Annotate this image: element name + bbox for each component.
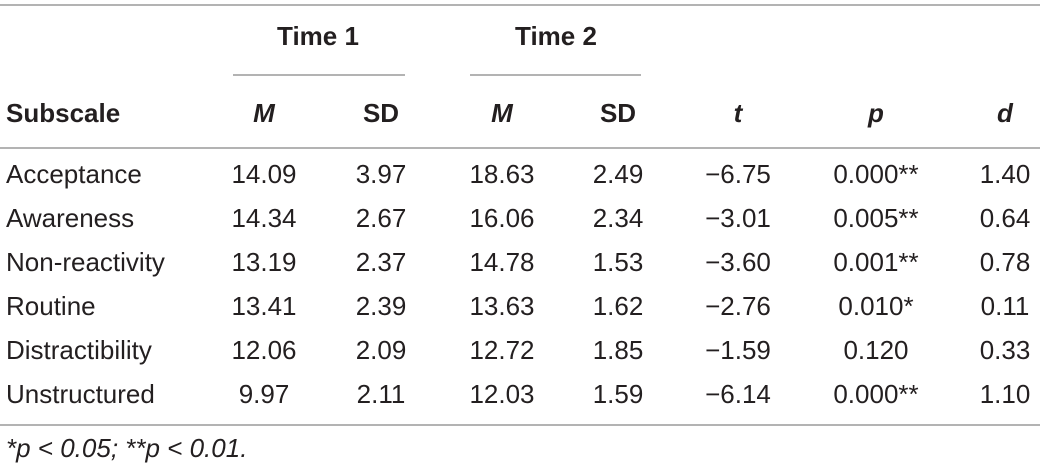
table-cell: 0.000** [833, 379, 918, 409]
column-header: Subscale [6, 98, 120, 128]
row-label: Distractibility [6, 335, 152, 365]
table-cell: 1.62 [593, 291, 644, 321]
table-cell: 0.120 [843, 335, 908, 365]
table-cell: 1.85 [593, 335, 644, 365]
table-cell: −2.76 [705, 291, 771, 321]
table-cell: 2.11 [357, 379, 406, 409]
table-cell: 2.37 [356, 247, 407, 277]
table-cell: 0.33 [980, 335, 1031, 365]
table-cell: 0.001** [833, 247, 918, 277]
table-cell: 12.03 [469, 379, 534, 409]
table-cell: −6.14 [705, 379, 771, 409]
column-header: SD [600, 98, 636, 128]
table-cell: 18.63 [469, 159, 534, 189]
table-cell: 14.09 [231, 159, 296, 189]
column-header: d [997, 98, 1014, 128]
column-header: t [734, 98, 744, 128]
table-cell: −3.60 [705, 247, 771, 277]
table-cell: 1.10 [980, 379, 1031, 409]
table-cell: 1.59 [593, 379, 644, 409]
column-header: M [253, 98, 276, 128]
table-cell: 2.49 [593, 159, 644, 189]
row-label: Unstructured [6, 379, 155, 409]
table-cell: 3.97 [356, 159, 407, 189]
table-cell: 14.34 [231, 203, 296, 233]
table-cell: 9.97 [239, 379, 290, 409]
table-cell: 0.64 [980, 203, 1031, 233]
table-cell: 1.53 [593, 247, 644, 277]
row-label: Awareness [6, 203, 134, 233]
footnote: *p < 0.05; **p < 0.01. [6, 433, 247, 463]
table-cell: 13.41 [231, 291, 296, 321]
row-label: Routine [6, 291, 96, 321]
table-cell: 13.63 [469, 291, 534, 321]
table-cell: 14.78 [469, 247, 534, 277]
table-cell: 2.67 [356, 203, 407, 233]
group-header: Time 2 [515, 21, 597, 51]
table-cell: 1.40 [980, 159, 1031, 189]
table-cell: 2.09 [356, 335, 407, 365]
table-cell: −6.75 [705, 159, 771, 189]
row-label: Acceptance [6, 159, 142, 189]
table-cell: 13.19 [231, 247, 296, 277]
table-cell: 0.78 [980, 247, 1031, 277]
table-cell: 0.000** [833, 159, 918, 189]
table-cell: 16.06 [469, 203, 534, 233]
table-cell: 2.39 [356, 291, 407, 321]
group-header: Time 1 [277, 21, 359, 51]
table-cell: 0.010* [838, 291, 913, 321]
table-cell: −1.59 [705, 335, 771, 365]
table-cell: 12.06 [231, 335, 296, 365]
table-cell: 12.72 [469, 335, 534, 365]
row-label: Non-reactivity [6, 247, 165, 277]
column-header: p [867, 98, 884, 128]
table-cell: −3.01 [705, 203, 771, 233]
column-header: SD [363, 98, 399, 128]
table-cell: 0.005** [833, 203, 918, 233]
table-cell: 0.11 [981, 291, 1030, 321]
column-header: M [491, 98, 514, 128]
table-cell: 2.34 [593, 203, 644, 233]
